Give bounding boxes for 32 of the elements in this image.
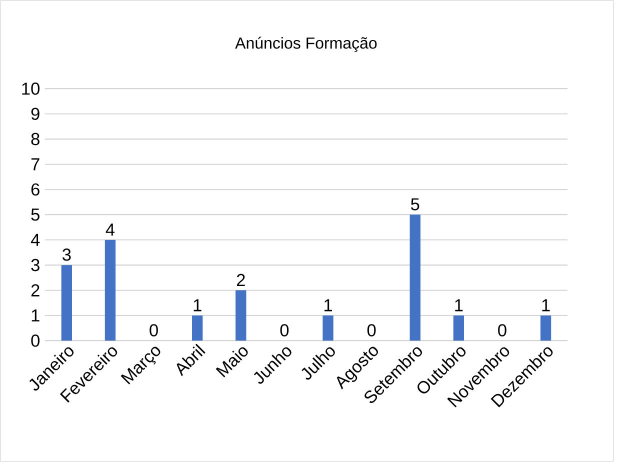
y-tick-label: 7 bbox=[31, 158, 40, 170]
data-label: 0 bbox=[150, 324, 158, 336]
data-label: 1 bbox=[324, 299, 332, 312]
bar bbox=[410, 214, 420, 341]
y-tick-label: 8 bbox=[31, 132, 40, 146]
y-tick-label: 6 bbox=[31, 183, 40, 196]
data-label: 0 bbox=[367, 324, 376, 336]
data-label: 0 bbox=[498, 324, 506, 336]
bar bbox=[540, 315, 552, 341]
bar bbox=[453, 315, 464, 341]
bar bbox=[61, 265, 72, 341]
data-label: 0 bbox=[280, 324, 289, 336]
bar bbox=[104, 240, 116, 341]
bar bbox=[192, 315, 203, 341]
data-label: 1 bbox=[194, 299, 202, 312]
chart-title: Anúncios Formação bbox=[235, 36, 377, 52]
y-tick-label: 5 bbox=[31, 208, 40, 221]
y-tick-label: 2 bbox=[31, 284, 40, 296]
y-tick-label: 9 bbox=[31, 108, 40, 120]
bar bbox=[322, 315, 334, 341]
bar bbox=[236, 290, 246, 341]
y-tick-label: 10 bbox=[22, 82, 40, 95]
y-tick-label: 1 bbox=[32, 310, 40, 322]
y-tick-label: 0 bbox=[31, 334, 40, 347]
data-label: 5 bbox=[410, 198, 420, 210]
y-tick-label: 4 bbox=[30, 234, 40, 246]
data-label: 4 bbox=[106, 224, 115, 236]
data-label: 1 bbox=[455, 299, 463, 312]
data-label: 1 bbox=[542, 299, 550, 312]
y-tick-label: 3 bbox=[31, 258, 40, 272]
data-label: 2 bbox=[236, 274, 245, 286]
data-label: 3 bbox=[62, 248, 71, 261]
